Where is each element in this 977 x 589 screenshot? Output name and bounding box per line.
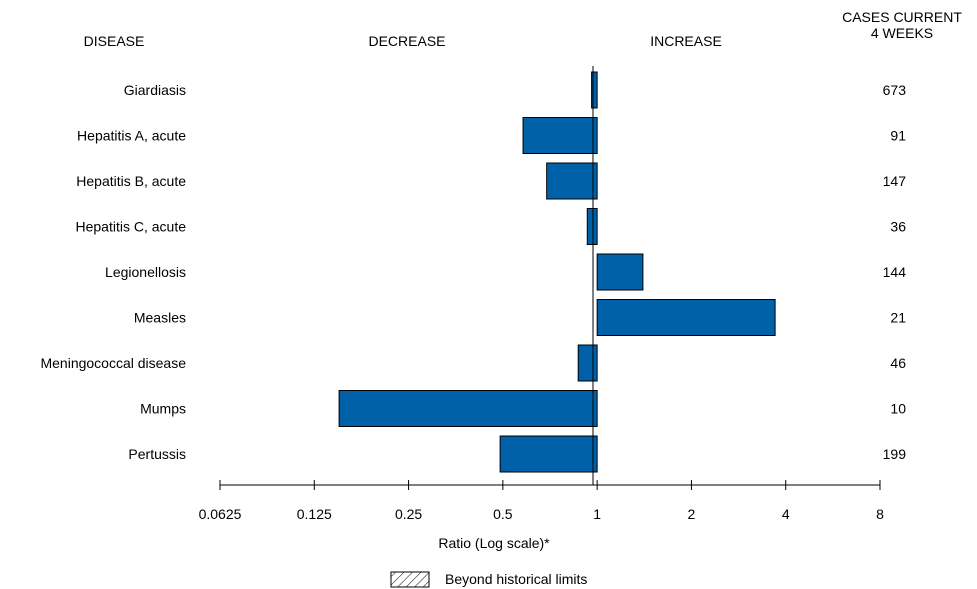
header-increase: INCREASE [650,33,722,49]
category-label: Legionellosis [105,264,186,280]
category-label: Hepatitis C, acute [76,219,187,235]
category-label: Meningococcal disease [40,355,186,371]
category-label: Hepatitis A, acute [77,128,186,144]
category-label: Giardiasis [124,82,186,98]
x-tick-label: 4 [782,506,790,522]
x-tick-label: 0.125 [297,506,332,522]
category-label: Hepatitis B, acute [76,173,186,189]
category-labels: Giardiasis Hepatitis A, acute Hepatitis B,… [40,82,186,462]
x-tick-label: 0.5 [493,506,513,522]
category-label: Measles [134,310,186,326]
legend-label: Beyond historical limits [445,571,587,587]
cases-value: 21 [890,310,906,326]
cases-value: 36 [890,219,906,235]
cases-value: 10 [890,401,906,417]
header-decrease: DECREASE [368,33,445,49]
cases-value: 147 [883,173,907,189]
header-disease: DISEASE [84,33,145,49]
x-axis-label: Ratio (Log scale)* [438,535,550,551]
x-tick-label: 1 [593,506,601,522]
bar [596,253,644,291]
bar [577,344,598,382]
x-tick-label: 0.25 [395,506,422,522]
x-axis-ticks: 0.0625 0.125 0.25 0.5 1 2 4 8 [199,480,884,522]
cases-value: 46 [890,355,906,371]
bar [522,117,598,154]
legend-swatch [390,571,430,588]
x-tick-label: 0.0625 [199,506,242,522]
bar [596,299,776,336]
cases-value: 673 [883,82,907,98]
bar [546,162,598,200]
bar [338,390,598,427]
bar [586,208,598,245]
x-tick-label: 2 [688,506,696,522]
header-cases-line1: CASES CURRENT [842,9,962,25]
cases-value: 199 [883,446,907,462]
cases-values: 673 91 147 36 144 21 46 10 199 [883,82,907,462]
category-label: Mumps [140,401,186,417]
bar [591,71,598,109]
category-label: Pertussis [128,446,186,462]
cases-value: 91 [890,128,906,144]
bars-group [338,71,776,473]
bar [499,435,598,473]
x-tick-label: 8 [876,506,884,522]
cases-value: 144 [883,264,907,280]
header-cases-line2: 4 WEEKS [871,25,933,41]
